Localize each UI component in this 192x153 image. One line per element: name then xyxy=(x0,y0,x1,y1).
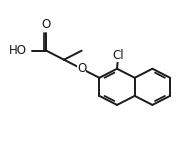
Text: Cl: Cl xyxy=(112,49,124,62)
Text: O: O xyxy=(77,62,86,75)
Text: O: O xyxy=(42,18,51,31)
Text: HO: HO xyxy=(9,44,27,57)
